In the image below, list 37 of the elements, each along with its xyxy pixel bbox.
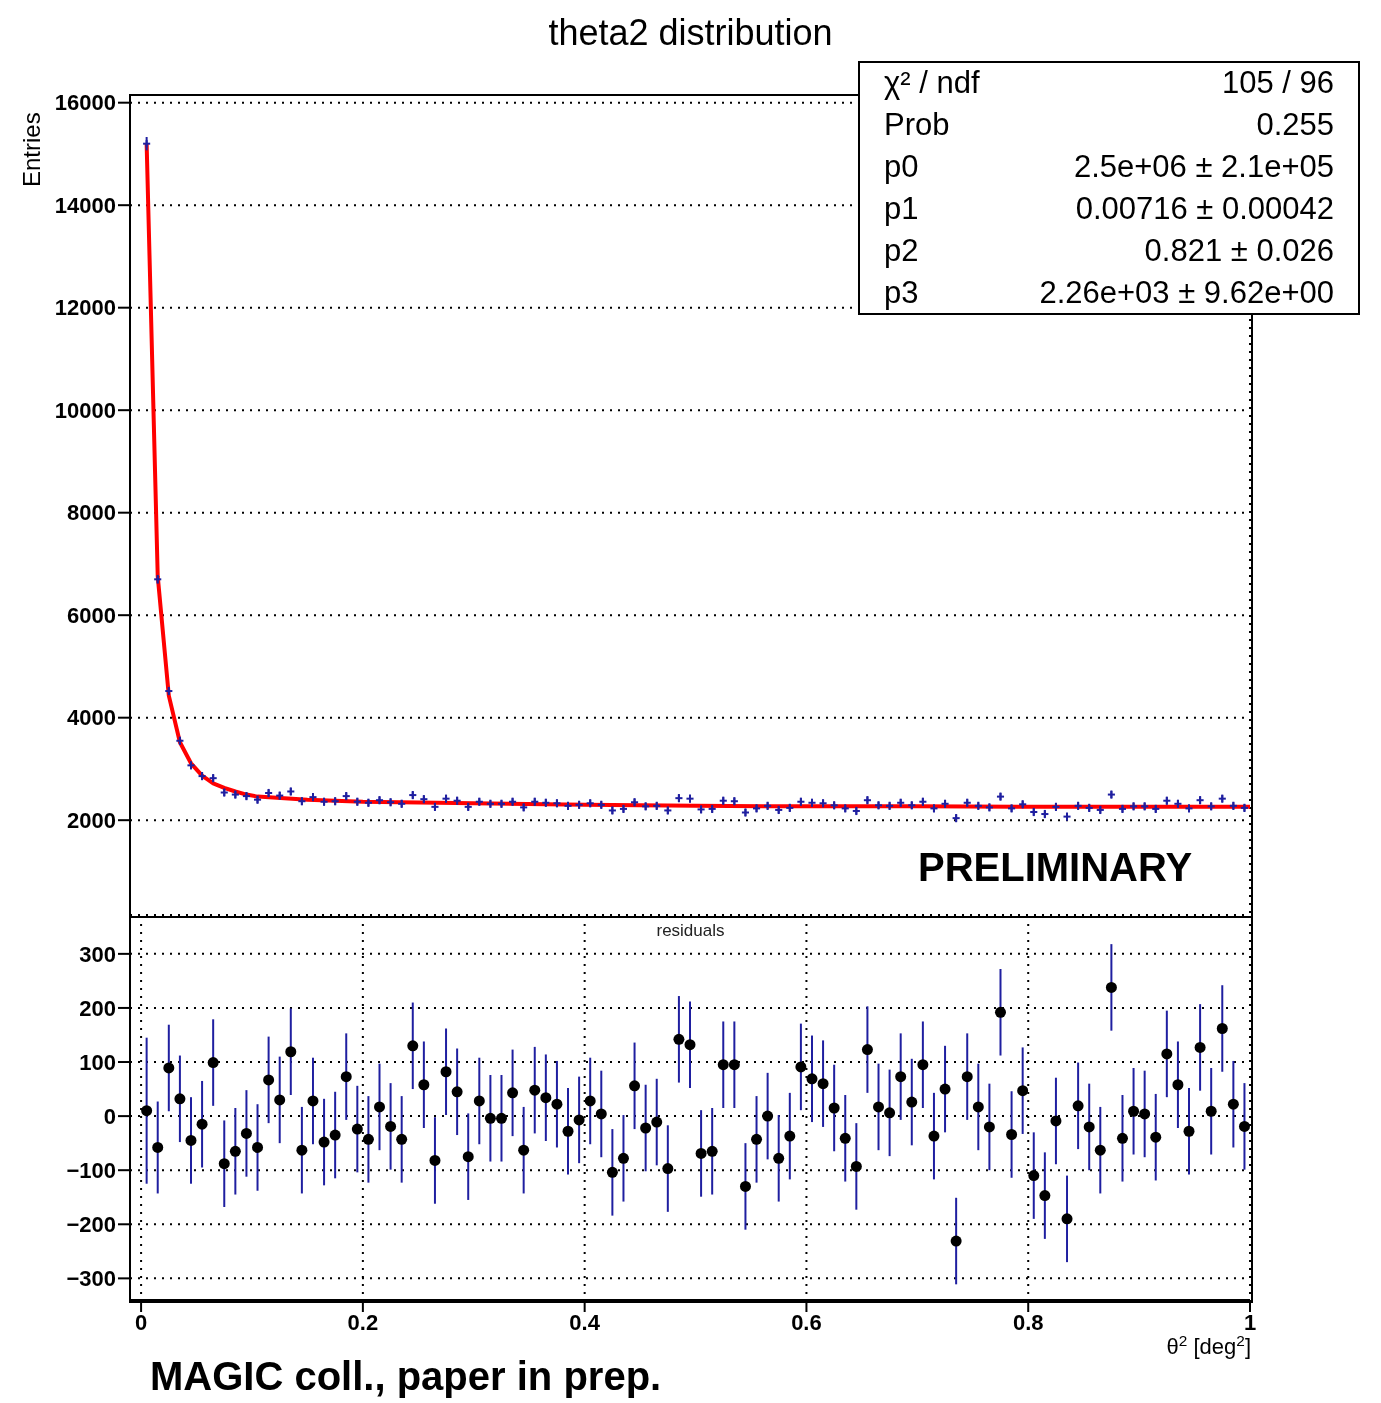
annotation: p1 — [884, 191, 919, 228]
x-tick-label: 0.8 — [1012, 1309, 1044, 1335]
x-tick-label: 0.4 — [569, 1309, 601, 1335]
x-tick-label: 0.6 — [791, 1309, 822, 1335]
annotation: 2.26e+03 ± 9.62e+00 — [1039, 275, 1334, 312]
annotation: Prob — [884, 107, 950, 144]
text: MAGIC coll., paper in prep. — [150, 1354, 662, 1399]
y-tick-label: 8000 — [67, 500, 116, 526]
annotation: PRELIMINARY — [918, 845, 1193, 890]
y-tick-label: −100 — [66, 1158, 116, 1184]
annotation: p0 — [884, 149, 919, 186]
y-tick-label: 6000 — [67, 603, 116, 628]
y-tick-label: 100 — [79, 1049, 116, 1075]
chart-title: residuals — [655, 921, 726, 941]
y-tick-label: −300 — [66, 1266, 116, 1292]
x-tick-label: 0 — [134, 1309, 148, 1335]
annotation: p2 — [884, 233, 919, 270]
y-tick-label: 4000 — [67, 705, 116, 731]
y-tick-label: 2000 — [67, 808, 116, 833]
annotation: 2.5e+06 ± 2.1e+05 — [1073, 149, 1334, 186]
annotation: 105 / 96 — [1221, 65, 1334, 102]
y-tick-label: 12000 — [54, 295, 116, 321]
annotation: 0.821 ± 0.026 — [1144, 233, 1334, 270]
chart-title: theta2 distribution — [547, 12, 834, 54]
y-tick-label: −200 — [66, 1212, 116, 1238]
annotation: χ² / ndf — [884, 65, 980, 102]
y-tick-label: 14000 — [54, 193, 116, 218]
y-tick-label: 200 — [79, 995, 116, 1021]
text: 0.255 — [1256, 107, 1334, 144]
annotation: 0.00716 ± 0.00042 — [1075, 191, 1334, 228]
y-tick-label: 16000 — [54, 90, 116, 116]
annotation: p3 — [884, 275, 919, 312]
x-tick-label: 0.2 — [347, 1309, 379, 1335]
y-tick-label: 0 — [103, 1103, 116, 1129]
y-axis-title: Entries — [18, 111, 46, 187]
y-tick-label: 300 — [79, 941, 116, 967]
y-tick-label: 10000 — [54, 398, 116, 423]
